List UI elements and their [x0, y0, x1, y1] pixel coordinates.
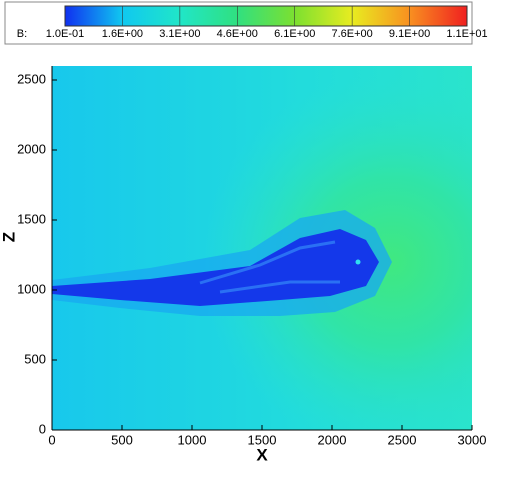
colorbar-tick-label: 1.6E+00 — [102, 28, 143, 40]
colorbar-scale — [64, 5, 468, 27]
y-tick-label: 1500 — [17, 211, 46, 226]
x-tick-label: 1500 — [248, 432, 277, 447]
y-axis-label: Z — [0, 232, 18, 242]
x-axis-label: X — [256, 445, 268, 464]
y-tick-label: 2000 — [17, 141, 46, 156]
y-tick-label: 500 — [24, 351, 46, 366]
x-tick-label: 0 — [48, 432, 55, 447]
colorbar-tick-label: 9.1E+00 — [389, 28, 430, 40]
field — [52, 66, 472, 430]
colorbar-tick-label: 1.1E+01 — [446, 28, 487, 40]
colorbar-label: B: — [17, 28, 27, 40]
colorbar-tick-label: 7.6E+00 — [331, 28, 372, 40]
x-tick-label: 3000 — [458, 432, 487, 447]
x-tick-label: 500 — [111, 432, 133, 447]
y-tick-label: 1000 — [17, 281, 46, 296]
colorbar-tick-label: 4.6E+00 — [217, 28, 258, 40]
x-tick-label: 2500 — [388, 432, 417, 447]
x-tick-label: 1000 — [178, 432, 207, 447]
colorbar-tick-label: 6.1E+00 — [274, 28, 315, 40]
plume-structure — [199, 240, 340, 294]
colorbar-tick-label: 3.1E+00 — [159, 28, 200, 40]
colorbar: 1.0E-01 1.6E+00 3.1E+00 4.6E+00 6.1E+00 7.6E+… — [46, 5, 488, 40]
colorbar-tick-label: 1.0E-01 — [46, 28, 85, 40]
y-tick-label: 2500 — [17, 71, 46, 86]
y-tick-label: 0 — [39, 421, 46, 436]
plume-core — [355, 259, 361, 265]
x-tick-label: 2000 — [318, 432, 347, 447]
